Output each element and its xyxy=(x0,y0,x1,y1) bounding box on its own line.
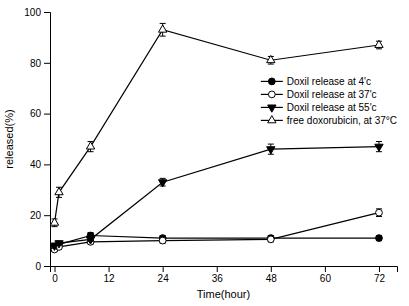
x-axis: 0 12 24 36 48 60 72 xyxy=(51,266,398,284)
tick-mark xyxy=(44,164,50,165)
y-axis: 0 20 40 60 80 100 xyxy=(24,7,50,272)
tick-label: 0 xyxy=(52,273,58,284)
marker xyxy=(375,40,383,47)
marker xyxy=(86,142,94,149)
tick-mark xyxy=(379,266,380,272)
tick-label: 72 xyxy=(374,273,386,284)
tick: 36 xyxy=(212,266,224,284)
error-bar xyxy=(376,236,382,241)
legend-item: Doxil release at 4'c xyxy=(261,76,371,87)
tick: 40 xyxy=(30,159,50,170)
tick: 0 xyxy=(52,266,58,284)
tick-mark xyxy=(163,266,164,272)
plot-area xyxy=(50,23,383,252)
marker xyxy=(55,241,63,248)
marker xyxy=(376,235,383,242)
marker xyxy=(50,218,58,225)
tick-label: 80 xyxy=(30,58,42,69)
marker xyxy=(86,237,94,244)
marker xyxy=(375,144,383,151)
tick: 48 xyxy=(266,266,278,284)
legend-label: Doxil release at 37'c xyxy=(287,89,377,100)
line xyxy=(55,213,379,250)
tick-mark xyxy=(44,63,50,64)
legend-item: Doxil release at 37'c xyxy=(261,89,377,100)
tick: 12 xyxy=(104,266,116,284)
marker xyxy=(55,188,63,195)
legend-label: Doxil release at 4'c xyxy=(287,76,371,87)
marker xyxy=(267,236,274,243)
legend-item: Doxil release at 55'c xyxy=(261,102,377,113)
tick: 60 xyxy=(320,266,332,284)
legend-label: Doxil release at 55'c xyxy=(287,102,377,113)
x-axis-title: Time(hour) xyxy=(197,288,250,300)
tick: 24 xyxy=(158,266,170,284)
tick-mark xyxy=(325,266,326,272)
line xyxy=(55,30,379,223)
error-bar xyxy=(160,238,166,243)
tick-label: 100 xyxy=(24,7,41,18)
tick-mark xyxy=(271,266,272,272)
marker xyxy=(159,25,167,32)
axis-line xyxy=(44,13,51,267)
tick-label: 60 xyxy=(320,273,332,284)
tick: 72 xyxy=(374,266,386,284)
legend-swatch xyxy=(261,91,283,98)
tick-mark xyxy=(44,12,50,13)
tick: 60 xyxy=(30,108,50,119)
marker xyxy=(159,237,166,244)
tick-mark xyxy=(44,215,50,216)
axis-line xyxy=(51,267,398,273)
legend-swatch xyxy=(261,78,283,85)
legend-label: free doxorubicin, at 37°C xyxy=(287,115,397,126)
chart: 0 12 24 36 48 60 72 0 20 40 60 80 100 Time(hour) relea… xyxy=(0,0,409,306)
y-axis-title: released(%) xyxy=(3,109,15,168)
tick-label: 12 xyxy=(104,273,116,284)
tick-mark xyxy=(55,266,56,272)
tick-label: 60 xyxy=(30,108,42,119)
error-bar xyxy=(376,209,382,217)
marker xyxy=(267,55,275,62)
marker xyxy=(159,180,167,187)
tick-mark xyxy=(109,266,110,272)
tick-label: 40 xyxy=(30,159,42,170)
legend-swatch xyxy=(261,105,283,112)
error-bar xyxy=(268,237,274,242)
legend: Doxil release at 4'c Doxil release at 37'… xyxy=(261,76,397,126)
tick: 80 xyxy=(30,58,50,69)
tick-mark xyxy=(217,266,218,272)
marker xyxy=(267,147,275,154)
tick-label: 48 xyxy=(266,273,278,284)
legend-swatch xyxy=(261,116,283,123)
tick: 100 xyxy=(24,7,50,18)
legend-item: free doxorubicin, at 37°C xyxy=(261,115,397,126)
tick-mark xyxy=(44,266,50,267)
line xyxy=(55,147,379,246)
tick-label: 24 xyxy=(158,273,170,284)
tick-label: 36 xyxy=(212,273,224,284)
tick-label: 20 xyxy=(30,210,42,221)
tick: 0 xyxy=(35,261,50,272)
tick-label: 0 xyxy=(35,261,41,272)
tick-mark xyxy=(44,114,50,115)
marker xyxy=(376,209,383,216)
series xyxy=(50,142,383,251)
tick: 20 xyxy=(30,210,50,221)
